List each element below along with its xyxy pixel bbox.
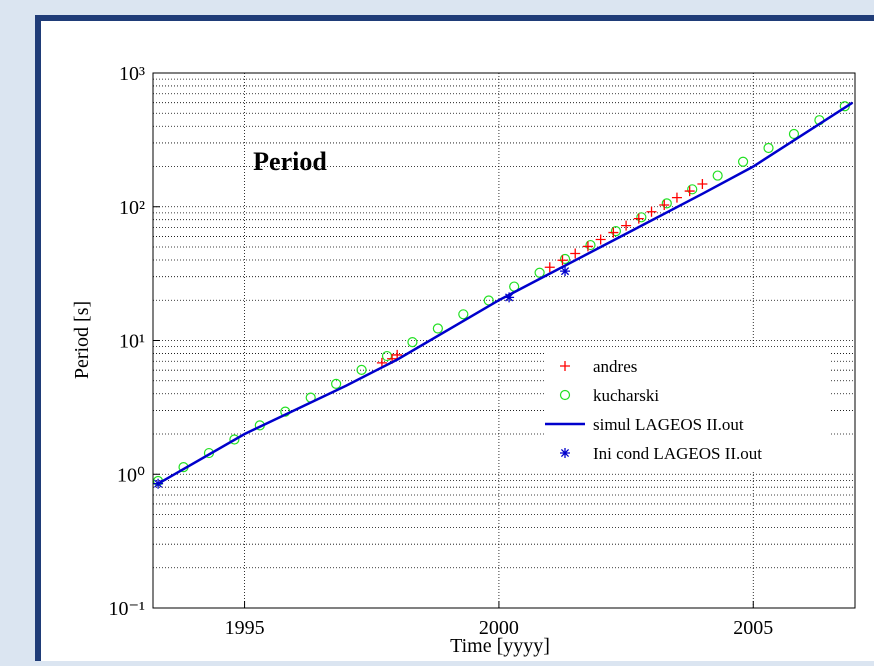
- marker: [432, 323, 443, 334]
- marker: [534, 267, 545, 278]
- marker: [633, 213, 644, 224]
- legend-box: [545, 348, 830, 470]
- legend-label: andres: [593, 357, 637, 376]
- marker: [585, 239, 596, 251]
- marker: [407, 337, 418, 348]
- marker: [839, 101, 850, 112]
- y-tick-label: 10²: [119, 197, 145, 219]
- y-axis-label: Period [s]: [71, 301, 93, 379]
- marker: [788, 128, 800, 140]
- marker: [697, 178, 708, 189]
- axes-box: [152, 72, 856, 609]
- marker: [544, 262, 555, 273]
- x-tick-label: 2005: [733, 617, 773, 639]
- marker: [356, 364, 367, 375]
- legend-marker: [559, 389, 571, 401]
- y-tick-label: 10⁻¹: [108, 598, 145, 620]
- marker: [570, 248, 581, 259]
- legend-marker: [560, 448, 570, 458]
- legend-label: simul LAGEOS II.out: [593, 415, 744, 434]
- y-tick-label: 10³: [119, 63, 145, 85]
- x-tick-label: 2000: [479, 617, 519, 639]
- marker: [737, 156, 749, 167]
- marker: [671, 192, 682, 203]
- marker: [458, 309, 469, 320]
- x-tick-label: 1995: [225, 617, 265, 639]
- marker: [687, 184, 698, 195]
- marker: [661, 198, 672, 209]
- marker: [504, 292, 515, 303]
- marker: [582, 241, 593, 252]
- marker: [763, 142, 774, 154]
- y-tick-label: 10¹: [119, 331, 145, 353]
- legend-marker: [560, 361, 570, 371]
- marker: [646, 206, 657, 217]
- marker: [608, 227, 619, 238]
- legend-label: kucharski: [593, 386, 659, 405]
- marker: [684, 186, 695, 197]
- marker: [557, 255, 568, 266]
- marker: [331, 378, 342, 389]
- marker: [595, 234, 606, 245]
- marker: [153, 478, 164, 489]
- marker: [229, 434, 240, 445]
- chart-title: Period: [253, 147, 327, 176]
- marker: [659, 200, 670, 211]
- x-axis-label: Time [yyyy]: [450, 635, 550, 657]
- marker: [560, 266, 571, 277]
- marker: [636, 212, 647, 223]
- marker: [712, 170, 723, 181]
- legend-label: Ini cond LAGEOS II.out: [593, 444, 762, 463]
- series-line: [157, 101, 854, 485]
- marker: [559, 253, 571, 265]
- y-tick-label: 10⁰: [117, 464, 145, 486]
- marker: [610, 226, 622, 237]
- marker: [621, 220, 632, 231]
